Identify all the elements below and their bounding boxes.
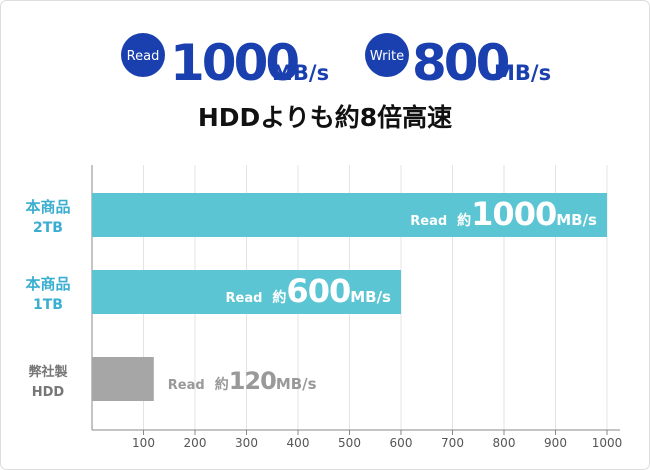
read-unit: MB/s: [272, 61, 329, 85]
value-approx: 約: [272, 289, 286, 306]
read-value: 1000: [170, 34, 298, 92]
read-badge: [121, 33, 165, 77]
x-tick-label: 500: [338, 436, 361, 450]
value-label: Read 約600MB/s: [226, 272, 392, 310]
value-label: Read 約1000MB/s: [410, 195, 597, 233]
value-unit: MB/s: [556, 211, 597, 229]
bar: [92, 270, 401, 314]
value-prefix: Read: [226, 291, 263, 306]
x-tick-label: 200: [184, 436, 207, 450]
value-prefix: Read: [168, 378, 205, 393]
write-unit: MB/s: [494, 61, 551, 85]
x-tick-label: 700: [441, 436, 464, 450]
value-number: 120: [229, 367, 276, 395]
category-label: 2TB: [33, 220, 63, 236]
x-tick-label: 600: [390, 436, 413, 450]
write-badge: [365, 33, 409, 77]
category-label: 1TB: [33, 297, 63, 313]
subtitle: HDDよりも約8倍高速: [198, 103, 452, 132]
category-label: 弊社製: [28, 364, 67, 380]
x-tick-label: 900: [544, 436, 567, 450]
value-unit: MB/s: [276, 375, 317, 393]
write-label: Write: [370, 49, 404, 64]
x-tick-label: 800: [493, 436, 516, 450]
write-value: 800: [412, 34, 509, 92]
bar: [92, 357, 154, 401]
value-approx: 約: [215, 376, 229, 393]
value-number: 600: [286, 272, 350, 310]
x-tick-label: 100: [132, 436, 155, 450]
category-label: HDD: [32, 385, 65, 400]
x-tick-label: 1000: [592, 436, 623, 450]
value-unit: MB/s: [350, 288, 391, 306]
x-tick-label: 400: [287, 436, 310, 450]
category-label: 本商品: [25, 275, 70, 293]
value-approx: 約: [457, 212, 471, 229]
value-number: 1000: [471, 195, 556, 233]
x-tick-label: 300: [235, 436, 258, 450]
value-prefix: Read: [410, 214, 447, 229]
read-label: Read: [127, 49, 160, 64]
bar: [92, 193, 607, 237]
value-label: Read 約120MB/s: [168, 367, 317, 395]
category-label: 本商品: [25, 198, 70, 216]
